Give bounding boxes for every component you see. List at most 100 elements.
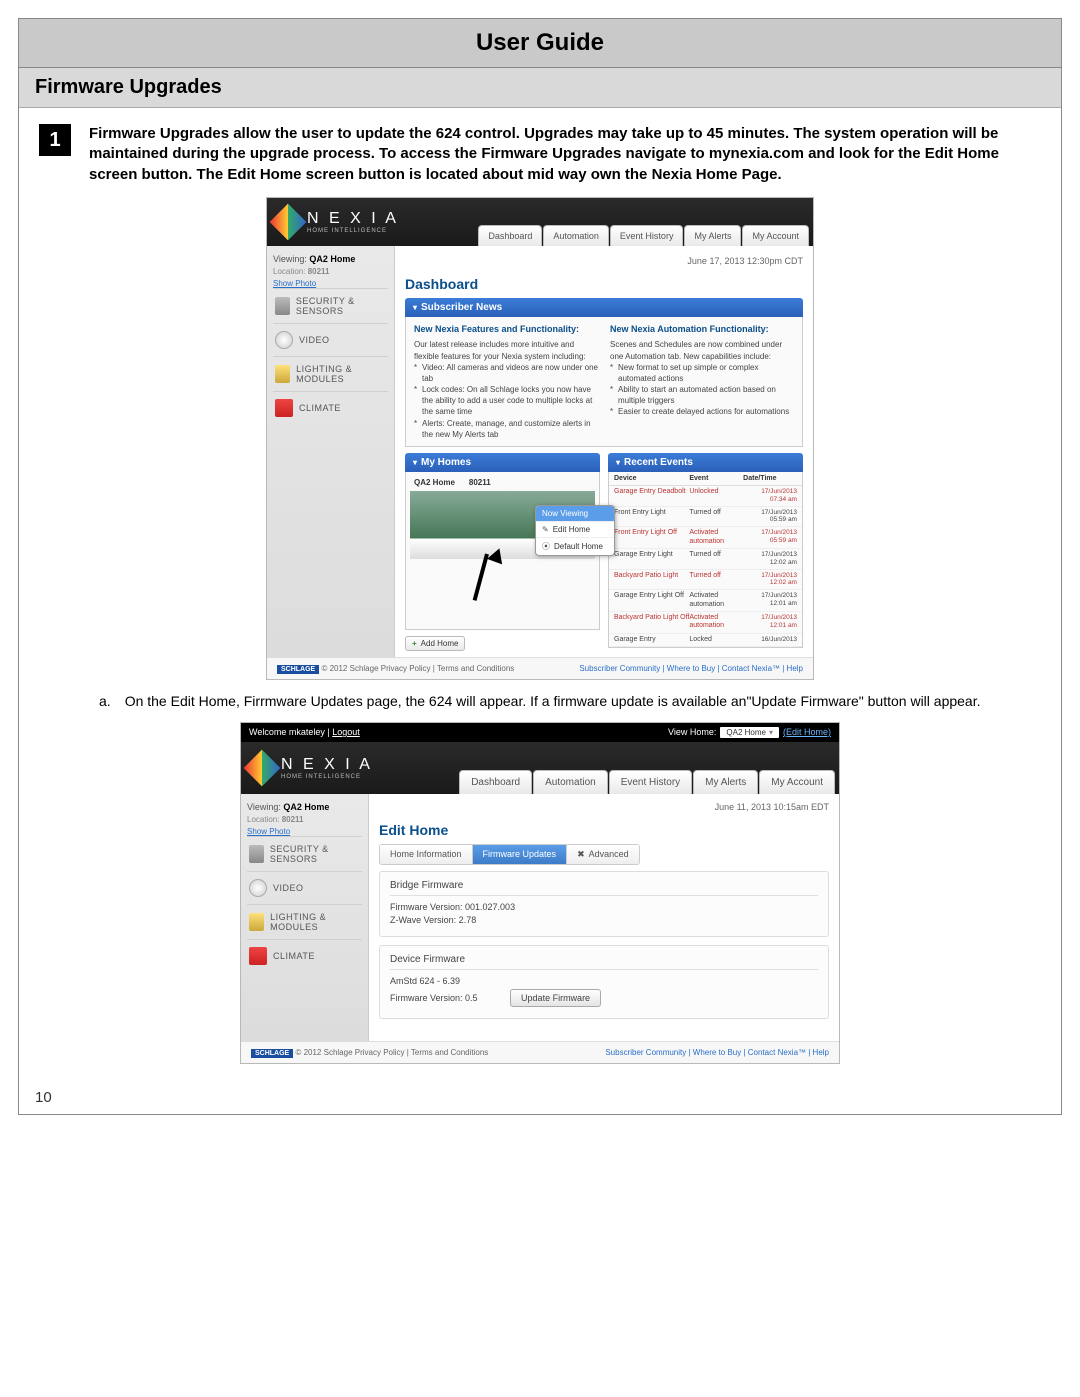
device-name: AmStd 624 - 6.39 <box>390 976 818 986</box>
event-row: Garage Entry LightTurned off17/Jun/2013 … <box>609 549 802 570</box>
event-row: Backyard Patio LightTurned off17/Jun/201… <box>609 570 802 591</box>
tab-dashboard[interactable]: Dashboard <box>459 770 532 794</box>
security-icon <box>249 845 264 863</box>
context-menu: Now Viewing ✎Edit Home ⦿Default Home <box>535 505 615 556</box>
panel-homes-head[interactable]: My Homes <box>405 453 600 472</box>
screenshot-dashboard: N E X I A HOME INTELLIGENCE Dashboard Au… <box>266 197 814 680</box>
show-photo-link[interactable]: Show Photo <box>273 279 388 288</box>
video-icon <box>275 331 293 349</box>
ctx-default-home[interactable]: ⦿Default Home <box>536 538 614 555</box>
sidebar-item-security[interactable]: SECURITY & SENSORS <box>273 288 388 323</box>
tab-my-account[interactable]: My Account <box>759 770 835 794</box>
sidebar-item-lighting[interactable]: LIGHTING & MODULES <box>273 356 388 391</box>
footer-right[interactable]: Subscriber Community | Where to Buy | Co… <box>579 664 803 673</box>
screenshot-edit-home: Welcome mkateley | Logout View Home: QA2… <box>240 722 840 1064</box>
tab-my-account[interactable]: My Account <box>742 225 809 246</box>
sidebar-item-video[interactable]: VIDEO <box>273 323 388 356</box>
substep-text: On the Edit Home, Firrmware Updates page… <box>125 692 981 712</box>
tab-event-history[interactable]: Event History <box>609 770 692 794</box>
sidebar: Viewing: QA2 Home Location: 80211 Show P… <box>267 246 395 657</box>
subtab-firmware-updates[interactable]: Firmware Updates <box>473 845 568 864</box>
event-row: Garage EntryLocked16/Jun/2013 <box>609 634 802 647</box>
page-title: Edit Home <box>379 822 829 838</box>
sidebar-item-security[interactable]: SECURITY & SENSORS <box>247 836 362 871</box>
logo-mark <box>244 749 281 786</box>
welcome-text: Welcome mkateley | <box>249 727 332 737</box>
zwave-version: Z-Wave Version: 2.78 <box>390 915 818 925</box>
news-item: Lock codes: On all Schlage locks you now… <box>422 384 598 418</box>
subtab-home-info[interactable]: Home Information <box>380 845 473 864</box>
sidebar-item-climate[interactable]: CLIMATE <box>247 939 362 972</box>
tab-event-history[interactable]: Event History <box>610 225 684 246</box>
logout-link[interactable]: Logout <box>332 727 360 737</box>
bridge-firmware-head: Bridge Firmware <box>390 880 818 896</box>
event-row: Backyard Patio Light OffActivated automa… <box>609 612 802 634</box>
tab-automation[interactable]: Automation <box>533 770 608 794</box>
sidebar-item-lighting[interactable]: LIGHTING & MODULES <box>247 904 362 939</box>
subtab-advanced[interactable]: ✖Advanced <box>567 845 639 864</box>
brand-name: N E X I A <box>281 756 373 774</box>
news-right-head: New Nexia Automation Functionality: <box>610 323 794 336</box>
brand-tag: HOME INTELLIGENCE <box>281 774 373 780</box>
brand-tag: HOME INTELLIGENCE <box>307 228 399 234</box>
view-home-select[interactable]: QA2 Home ▾ <box>720 727 779 738</box>
device-firmware-head: Device Firmware <box>390 954 818 970</box>
news-right-intro: Scenes and Schedules are now combined un… <box>610 339 794 361</box>
logo-mark <box>270 203 307 240</box>
panel-events-head[interactable]: Recent Events <box>608 453 803 472</box>
news-item: New format to set up simple or complex a… <box>618 362 794 384</box>
news-left-intro: Our latest release includes more intuiti… <box>414 339 598 361</box>
ctx-edit-home[interactable]: ✎Edit Home <box>536 522 614 538</box>
footer-left: © 2012 Schlage Privacy Policy | Terms an… <box>321 664 514 673</box>
update-firmware-button[interactable]: Update Firmware <box>510 989 601 1007</box>
tab-automation[interactable]: Automation <box>543 225 609 246</box>
video-icon <box>249 879 267 897</box>
lighting-icon <box>249 913 264 931</box>
step-number: 1 <box>39 124 71 156</box>
device-fw-version: Firmware Version: 0.5 <box>390 993 478 1003</box>
annotation-arrow <box>471 554 511 614</box>
show-photo-link[interactable]: Show Photo <box>247 827 362 836</box>
view-home-label: View Home: <box>668 727 716 737</box>
step-text: Firmware Upgrades allow the user to upda… <box>89 124 1041 185</box>
col-event: Event <box>689 475 743 482</box>
datetime: June 17, 2013 12:30pm CDT <box>405 252 803 270</box>
nav-tabs: Dashboard Automation Event History My Al… <box>477 225 809 246</box>
news-item: Alerts: Create, manage, and customize al… <box>422 418 598 440</box>
sidebar-item-climate[interactable]: CLIMATE <box>273 391 388 424</box>
col-datetime: Date/Time <box>743 475 797 482</box>
news-item: Ability to start an automated action bas… <box>618 384 794 406</box>
section-heading: Firmware Upgrades <box>19 68 1061 108</box>
ctx-now-viewing[interactable]: Now Viewing <box>536 506 614 522</box>
firmware-version: Firmware Version: 001.027.003 <box>390 902 818 912</box>
add-home-button[interactable]: Add Home <box>405 636 465 651</box>
footer-right[interactable]: Subscriber Community | Where to Buy | Co… <box>605 1048 829 1057</box>
event-row: Garage Entry DeadboltUnlocked17/Jun/2013… <box>609 486 802 507</box>
event-row: Garage Entry Light OffActivated automati… <box>609 590 802 612</box>
news-item: Easier to create delayed actions for aut… <box>618 406 794 417</box>
sidebar-item-video[interactable]: VIDEO <box>247 871 362 904</box>
location-label: Location: <box>273 267 305 276</box>
col-device: Device <box>614 475 689 482</box>
logo: N E X I A HOME INTELLIGENCE <box>249 755 373 781</box>
news-item: Video: All cameras and videos are now un… <box>422 362 598 384</box>
viewing-label: Viewing: <box>273 254 307 264</box>
event-row: Front Entry Light OffActivated automatio… <box>609 527 802 549</box>
page-number: 10 <box>35 1089 52 1106</box>
climate-icon <box>275 399 293 417</box>
viewing-home: QA2 Home <box>309 254 355 264</box>
footer-left: © 2012 Schlage Privacy Policy | Terms an… <box>295 1048 488 1057</box>
edit-home-link[interactable]: (Edit Home) <box>783 727 831 737</box>
event-row: Front Entry LightTurned off17/Jun/2013 0… <box>609 507 802 528</box>
tab-my-alerts[interactable]: My Alerts <box>684 225 741 246</box>
logo: N E X I A HOME INTELLIGENCE <box>275 209 399 235</box>
home-name: QA2 Home <box>414 478 455 487</box>
doc-title: User Guide <box>19 29 1061 57</box>
lighting-icon <box>275 365 290 383</box>
location-value: 80211 <box>308 267 330 276</box>
tab-dashboard[interactable]: Dashboard <box>478 225 542 246</box>
tab-my-alerts[interactable]: My Alerts <box>693 770 758 794</box>
page-title: Dashboard <box>405 276 803 292</box>
news-left-head: New Nexia Features and Functionality: <box>414 323 598 336</box>
panel-news-head[interactable]: Subscriber News <box>405 298 803 317</box>
